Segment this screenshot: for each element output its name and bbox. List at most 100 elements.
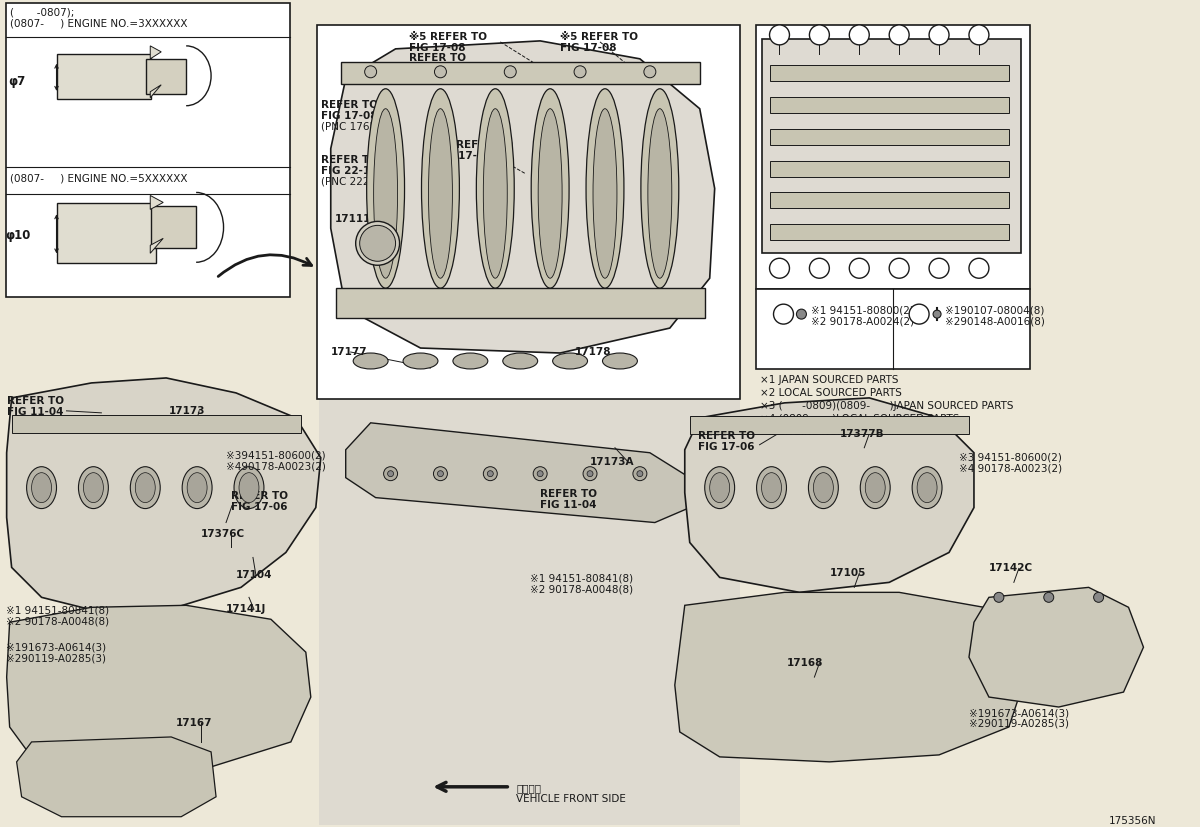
Text: ×2 LOCAL SOURCED PARTS: ×2 LOCAL SOURCED PARTS	[760, 388, 901, 398]
Polygon shape	[7, 379, 320, 613]
Text: REFER TO: REFER TO	[232, 490, 288, 500]
Ellipse shape	[373, 109, 397, 279]
Ellipse shape	[182, 467, 212, 509]
Text: ×4 (0809-      )LOCAL SOURCED PARTS: ×4 (0809- )LOCAL SOURCED PARTS	[760, 414, 959, 423]
Ellipse shape	[187, 473, 208, 503]
Text: (       -0807);: ( -0807);	[10, 8, 74, 18]
Ellipse shape	[239, 473, 259, 503]
Text: 17173A: 17173A	[590, 457, 635, 466]
Ellipse shape	[403, 354, 438, 370]
Text: 2: 2	[936, 261, 942, 271]
Text: φ10: φ10	[6, 229, 31, 242]
Polygon shape	[331, 42, 715, 354]
Ellipse shape	[762, 473, 781, 503]
Text: FIG 17-08: FIG 17-08	[436, 151, 492, 160]
Text: REFER TO: REFER TO	[540, 488, 598, 498]
Text: ※5 REFER TO: ※5 REFER TO	[408, 32, 486, 42]
Ellipse shape	[84, 473, 103, 503]
Text: FIG 22-11: FIG 22-11	[320, 165, 377, 175]
Ellipse shape	[809, 467, 839, 509]
Bar	[756, 26, 1030, 289]
Text: 17142C: 17142C	[989, 562, 1033, 573]
Text: REFER TO: REFER TO	[320, 155, 378, 165]
Circle shape	[484, 467, 497, 481]
Bar	[146, 60, 186, 94]
Text: 2: 2	[895, 28, 902, 38]
Bar	[6, 4, 290, 298]
Text: 17178: 17178	[575, 347, 612, 356]
Ellipse shape	[26, 467, 56, 509]
Ellipse shape	[593, 109, 617, 279]
Text: 17173: 17173	[169, 405, 205, 415]
Text: ※1 94151-80841(8): ※1 94151-80841(8)	[530, 573, 634, 583]
Text: 2: 2	[976, 28, 983, 38]
Text: 17104: 17104	[236, 570, 272, 580]
Circle shape	[1093, 593, 1104, 603]
Ellipse shape	[553, 354, 588, 370]
Bar	[769, 194, 1009, 209]
Circle shape	[365, 67, 377, 79]
Polygon shape	[674, 593, 1024, 762]
Text: FIG 17-06: FIG 17-06	[697, 442, 755, 452]
Text: ※190107-08004(8): ※190107-08004(8)	[946, 305, 1044, 315]
Ellipse shape	[756, 467, 786, 509]
Circle shape	[487, 471, 493, 477]
Bar	[336, 289, 704, 318]
Ellipse shape	[484, 109, 508, 279]
Text: ※1 94151-80841(8): ※1 94151-80841(8)	[6, 605, 109, 614]
Text: ※191673-A0614(3): ※191673-A0614(3)	[6, 642, 106, 652]
Polygon shape	[150, 239, 163, 254]
Text: ※290119-A0285(3): ※290119-A0285(3)	[6, 653, 106, 662]
Ellipse shape	[503, 354, 538, 370]
Text: ※2 90178-A0024(2): ※2 90178-A0024(2)	[811, 316, 914, 326]
Text: FIG 17-08: FIG 17-08	[320, 111, 377, 121]
Bar	[769, 130, 1009, 146]
Text: ※2 90178-A0048(8): ※2 90178-A0048(8)	[6, 615, 109, 625]
Text: (0807-     ) ENGINE NO.=3XXXXXX: (0807- ) ENGINE NO.=3XXXXXX	[10, 19, 187, 29]
Ellipse shape	[865, 473, 886, 503]
Text: φ7: φ7	[8, 74, 26, 88]
Polygon shape	[346, 423, 690, 523]
Ellipse shape	[428, 109, 452, 279]
Circle shape	[388, 471, 394, 477]
Polygon shape	[150, 196, 163, 210]
Text: REFER TO: REFER TO	[408, 53, 466, 63]
Polygon shape	[17, 737, 216, 817]
Text: 2: 2	[936, 28, 942, 38]
Text: ×1 JAPAN SOURCED PARTS: ×1 JAPAN SOURCED PARTS	[760, 375, 898, 385]
Ellipse shape	[31, 473, 52, 503]
Bar	[690, 416, 968, 434]
Circle shape	[850, 259, 869, 279]
Circle shape	[929, 259, 949, 279]
Text: (PNC 22271): (PNC 22271)	[320, 176, 386, 186]
Ellipse shape	[860, 467, 890, 509]
Bar	[56, 204, 156, 264]
Text: 2: 2	[976, 261, 983, 271]
Text: FIG 17-08: FIG 17-08	[408, 63, 466, 73]
Ellipse shape	[709, 473, 730, 503]
Text: 2: 2	[816, 28, 823, 38]
Circle shape	[797, 310, 806, 320]
Text: 2: 2	[816, 261, 823, 271]
Text: ※3 94151-80600(2): ※3 94151-80600(2)	[959, 452, 1062, 462]
Circle shape	[644, 67, 656, 79]
Circle shape	[438, 471, 444, 477]
Circle shape	[587, 471, 593, 477]
Text: ※5 REFER TO: ※5 REFER TO	[436, 140, 514, 150]
Text: 2: 2	[895, 261, 902, 271]
Text: 17376C: 17376C	[202, 528, 245, 538]
Bar	[769, 98, 1009, 113]
Text: 175356N: 175356N	[1109, 815, 1156, 825]
Circle shape	[504, 67, 516, 79]
Circle shape	[810, 259, 829, 279]
Circle shape	[850, 26, 869, 45]
Circle shape	[889, 26, 910, 45]
Text: ※490178-A0023(2): ※490178-A0023(2)	[226, 461, 326, 471]
Text: 2: 2	[856, 28, 863, 38]
Text: ※2 90178-A0048(8): ※2 90178-A0048(8)	[530, 584, 634, 594]
Text: 17377B: 17377B	[839, 428, 884, 438]
Text: FIG 11-04: FIG 11-04	[7, 406, 64, 416]
Bar	[151, 208, 196, 249]
Circle shape	[968, 26, 989, 45]
Text: REFER TO: REFER TO	[697, 430, 755, 440]
